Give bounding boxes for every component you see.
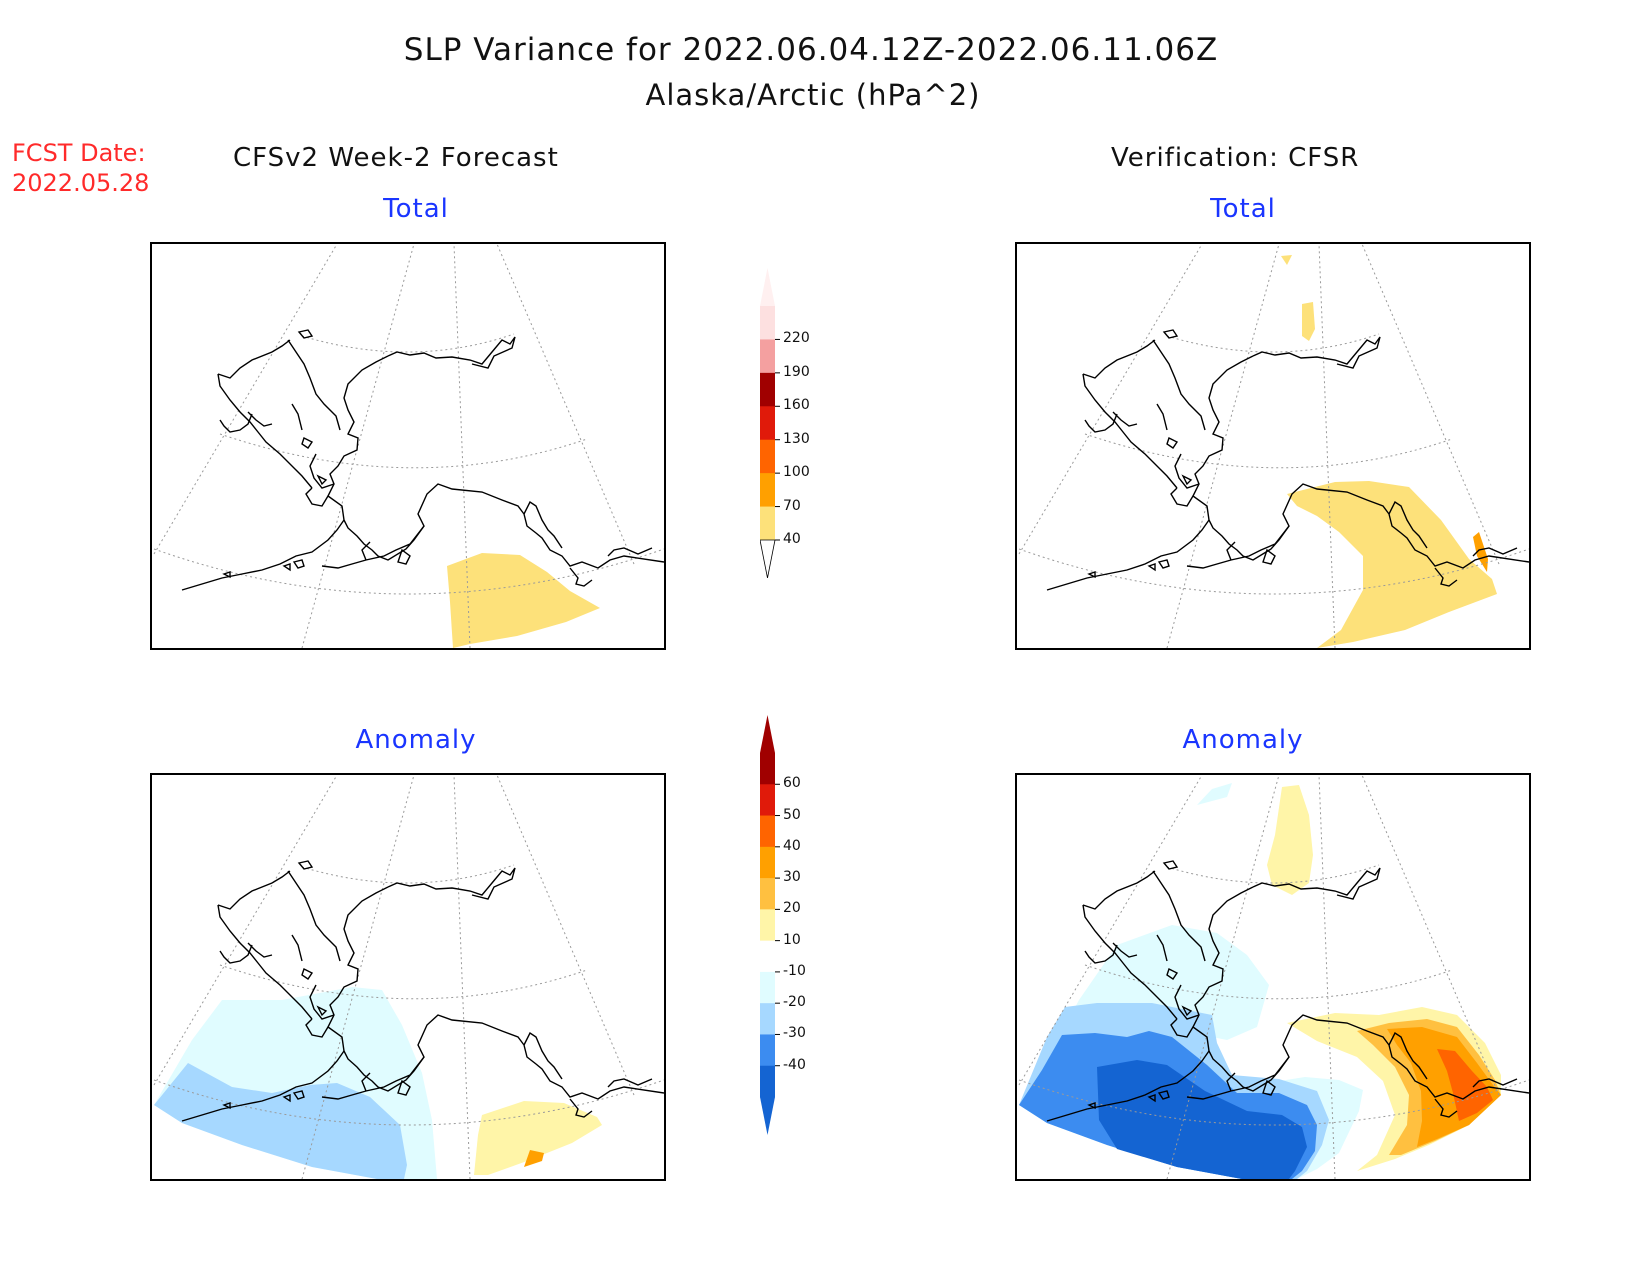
panel-title-forecast-total: Total — [383, 194, 449, 224]
anomaly-shade-10-20 — [1267, 785, 1313, 895]
anomaly-shade-minus20-minus30 — [154, 1063, 407, 1179]
map-canvas — [1018, 244, 1529, 648]
colorbar-tick-label: 130 — [783, 430, 810, 447]
colorbar-swatch — [760, 339, 775, 374]
colorbar-top-extension — [760, 715, 775, 753]
colorbar-tick-label: -40 — [783, 1056, 806, 1073]
forecast-date-block: FCST Date: 2022.05.28 — [12, 138, 149, 198]
verification-column-heading: Verification: CFSR — [1111, 143, 1360, 173]
forecast-date-label: FCST Date: — [12, 139, 146, 167]
colorbar-swatch — [760, 306, 775, 340]
colorbar-tick-label: 10 — [783, 931, 801, 948]
colorbar-tick-label: -10 — [783, 962, 806, 979]
colorbar-graphic — [760, 715, 780, 1135]
colorbar-tick-label: 190 — [783, 363, 810, 380]
colorbar-bottom-extension — [760, 539, 776, 578]
anomaly-shade-10-20 — [474, 1101, 602, 1175]
coastline — [1046, 329, 1529, 591]
colorbar-swatch — [760, 940, 775, 973]
colorbar-tick-label: 60 — [783, 775, 801, 792]
graticule — [153, 244, 664, 648]
colorbar-swatch — [760, 753, 775, 785]
colorbar-tick-label: 70 — [783, 497, 801, 514]
variance-shade-40-70 — [1302, 302, 1315, 341]
panel-title-verification-anomaly: Anomaly — [1182, 725, 1304, 755]
colorbar-tick-label: 50 — [783, 806, 801, 823]
colorbar-swatch — [760, 473, 775, 508]
map-forecast-total — [150, 242, 666, 650]
colorbar-swatch — [760, 439, 775, 474]
colorbar-swatch — [760, 1034, 775, 1067]
colorbar-tick-label: 160 — [783, 397, 810, 414]
colorbar-swatch — [760, 846, 775, 879]
figure-title: SLP Variance for 2022.06.04.12Z-2022.06.… — [403, 32, 1219, 68]
coastline — [181, 329, 664, 591]
colorbar-swatch — [760, 784, 775, 817]
graticule — [1018, 244, 1529, 648]
variance-shade-40-70 — [1287, 481, 1497, 648]
colorbar-graphic — [760, 268, 780, 578]
colorbar-bottom-extension — [760, 1097, 775, 1135]
map-forecast-anomaly — [150, 773, 666, 1181]
map-canvas — [1018, 775, 1529, 1179]
coastline — [181, 860, 664, 1122]
colorbar-top-extension — [760, 268, 775, 306]
colorbar-tick-label: 30 — [783, 869, 801, 886]
colorbar-swatch — [760, 971, 775, 1004]
panel-title-forecast-anomaly: Anomaly — [355, 725, 477, 755]
colorbar-swatch — [760, 1065, 775, 1098]
anomaly-shade-minus10-minus20 — [1197, 783, 1232, 805]
colorbar-total: 220 190 160 130 100 70 40 — [760, 268, 850, 578]
colorbar-tick-label: 40 — [783, 531, 801, 547]
anomaly-shade-below-minus40 — [1097, 1060, 1307, 1179]
map-canvas — [153, 775, 664, 1179]
colorbar-tick-label: 100 — [783, 464, 810, 481]
colorbar-swatch — [760, 878, 775, 910]
panel-title-verification-total: Total — [1210, 194, 1276, 224]
map-verification-total — [1015, 242, 1531, 650]
anomaly-shade-20-30 — [524, 1150, 544, 1167]
figure-subtitle: Alaska/Arctic (hPa^2) — [645, 78, 981, 112]
coastline — [1046, 860, 1529, 1122]
graticule — [1018, 775, 1529, 1179]
colorbar-tick-label: 20 — [783, 900, 801, 917]
map-verification-anomaly — [1015, 773, 1531, 1181]
forecast-date-value: 2022.05.28 — [12, 169, 150, 197]
colorbar-anomaly: 60 50 40 30 20 10 -10 -20 -30 -40 — [760, 715, 850, 1135]
forecast-column-heading: CFSv2 Week-2 Forecast — [233, 143, 559, 173]
colorbar-swatch — [760, 1003, 775, 1035]
colorbar-swatch — [760, 815, 775, 848]
anomaly-shade-40-50 — [1437, 1049, 1493, 1121]
colorbar-tick-label: 40 — [783, 837, 801, 854]
variance-shade-40-70 — [447, 553, 600, 648]
colorbar-swatch — [760, 372, 775, 407]
map-canvas — [153, 244, 664, 648]
anomaly-shade-30-40 — [1387, 1027, 1501, 1147]
colorbar-swatch — [760, 506, 775, 541]
variance-shade-40-70 — [1281, 255, 1292, 265]
graticule — [153, 775, 664, 1179]
colorbar-swatch — [760, 909, 775, 942]
colorbar-swatch — [760, 406, 775, 441]
variance-shade-70-100 — [1473, 532, 1488, 572]
colorbar-tick-label: 220 — [783, 330, 810, 347]
colorbar-tick-label: -30 — [783, 1025, 806, 1042]
colorbar-tick-label: -20 — [783, 994, 806, 1011]
